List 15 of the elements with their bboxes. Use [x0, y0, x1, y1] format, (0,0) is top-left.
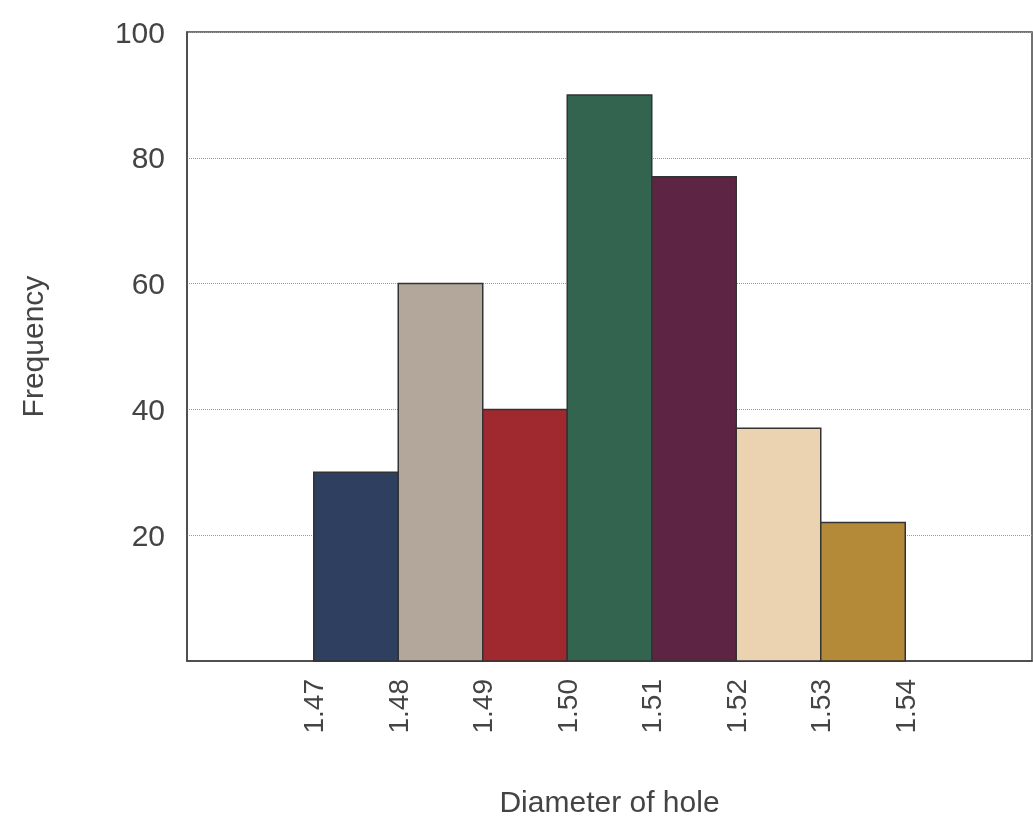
x-tick-label: 1.51 — [636, 679, 668, 734]
x-tick-label: 1.50 — [551, 679, 583, 734]
y-tick-label: 100 — [114, 15, 165, 49]
x-tick-label: 1.53 — [805, 679, 837, 734]
x-tick-label: 1.49 — [467, 679, 499, 734]
y-tick-label: 40 — [131, 392, 165, 426]
x-tick-label: 1.52 — [720, 679, 752, 734]
y-tick-label: 80 — [131, 141, 165, 175]
x-tick-label: 1.47 — [298, 679, 330, 734]
y-axis-title: Frequency — [15, 275, 49, 418]
x-axis-title: Diameter of hole — [499, 784, 720, 818]
y-tick-label: 20 — [131, 518, 165, 552]
x-tick-label: 1.54 — [889, 679, 921, 734]
y-tick-label: 60 — [131, 267, 165, 301]
x-tick-label: 1.48 — [382, 679, 414, 734]
